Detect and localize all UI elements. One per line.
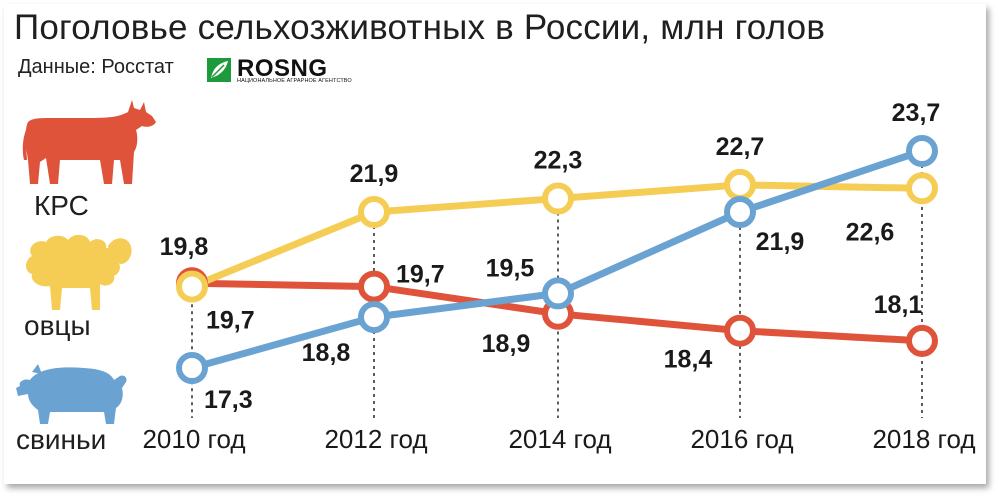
data-label-1-4: 22,6 [846,218,895,246]
x-tick-label-3: 2016 год [690,424,793,454]
series-2-point-0 [176,352,208,384]
data-label-0-1: 19,7 [396,261,445,289]
data-label-1-2: 22,3 [534,146,583,174]
series-0-point-1 [358,270,390,303]
leaf-icon [207,58,231,82]
series-0-point-3 [724,314,756,347]
logo-name: ROSNG [237,55,328,82]
x-tick-label-4: 2018 год [872,424,975,454]
series-2-point-4 [906,135,938,167]
data-label-2-0: 17,3 [204,386,253,414]
series-2-point-3 [724,196,756,228]
legend-label-svini: свиньи [16,424,107,455]
data-label-0-4: 18,1 [874,291,923,319]
legend-label-krs: КРС [34,190,89,221]
x-tick-label-1: 2012 год [324,424,427,454]
series-2-point-2 [542,277,574,310]
cow-icon [22,100,157,184]
pig-icon [16,364,127,424]
series-1-point-4 [906,172,938,205]
data-label-2-2: 19,5 [486,254,535,282]
data-label-0-3: 18,4 [664,346,713,374]
data-label-1-1: 21,9 [350,160,399,188]
chart-title: Поголовье сельхозживотных в России, млн … [14,8,826,47]
logo-subtitle: НАЦИОНАЛЬНОЕ АГРАРНОЕ АГЕНТСТВО [237,78,352,84]
data-label-2-4: 23,7 [892,99,941,127]
data-label-2-1: 18,8 [302,339,351,367]
series-1-point-0 [176,270,208,303]
legend-label-ovtsy: овцы [24,310,91,341]
series-1-point-1 [358,196,390,228]
series-0-point-4 [906,324,938,357]
x-tick-label-0: 2010 год [142,424,245,454]
data-label-0-2: 18,9 [482,330,531,358]
series-2-point-1 [358,301,390,334]
data-label-1-3: 22,7 [716,133,765,161]
series-1-point-2 [542,182,574,215]
chart-frame [4,4,986,484]
data-source: Данные: Росстат [18,56,174,78]
rosng-logo: ROSNG НАЦИОНАЛЬНОЕ АГРАРНОЕ АГЕНТСТВО [207,55,377,90]
data-label-2-3: 21,9 [756,228,805,256]
x-tick-label-2: 2014 год [508,424,611,454]
data-label-0-0: 19,8 [160,233,209,261]
sheep-icon [26,234,132,310]
data-label-1-0: 19,7 [206,307,255,335]
series-1-point-3 [724,168,756,201]
